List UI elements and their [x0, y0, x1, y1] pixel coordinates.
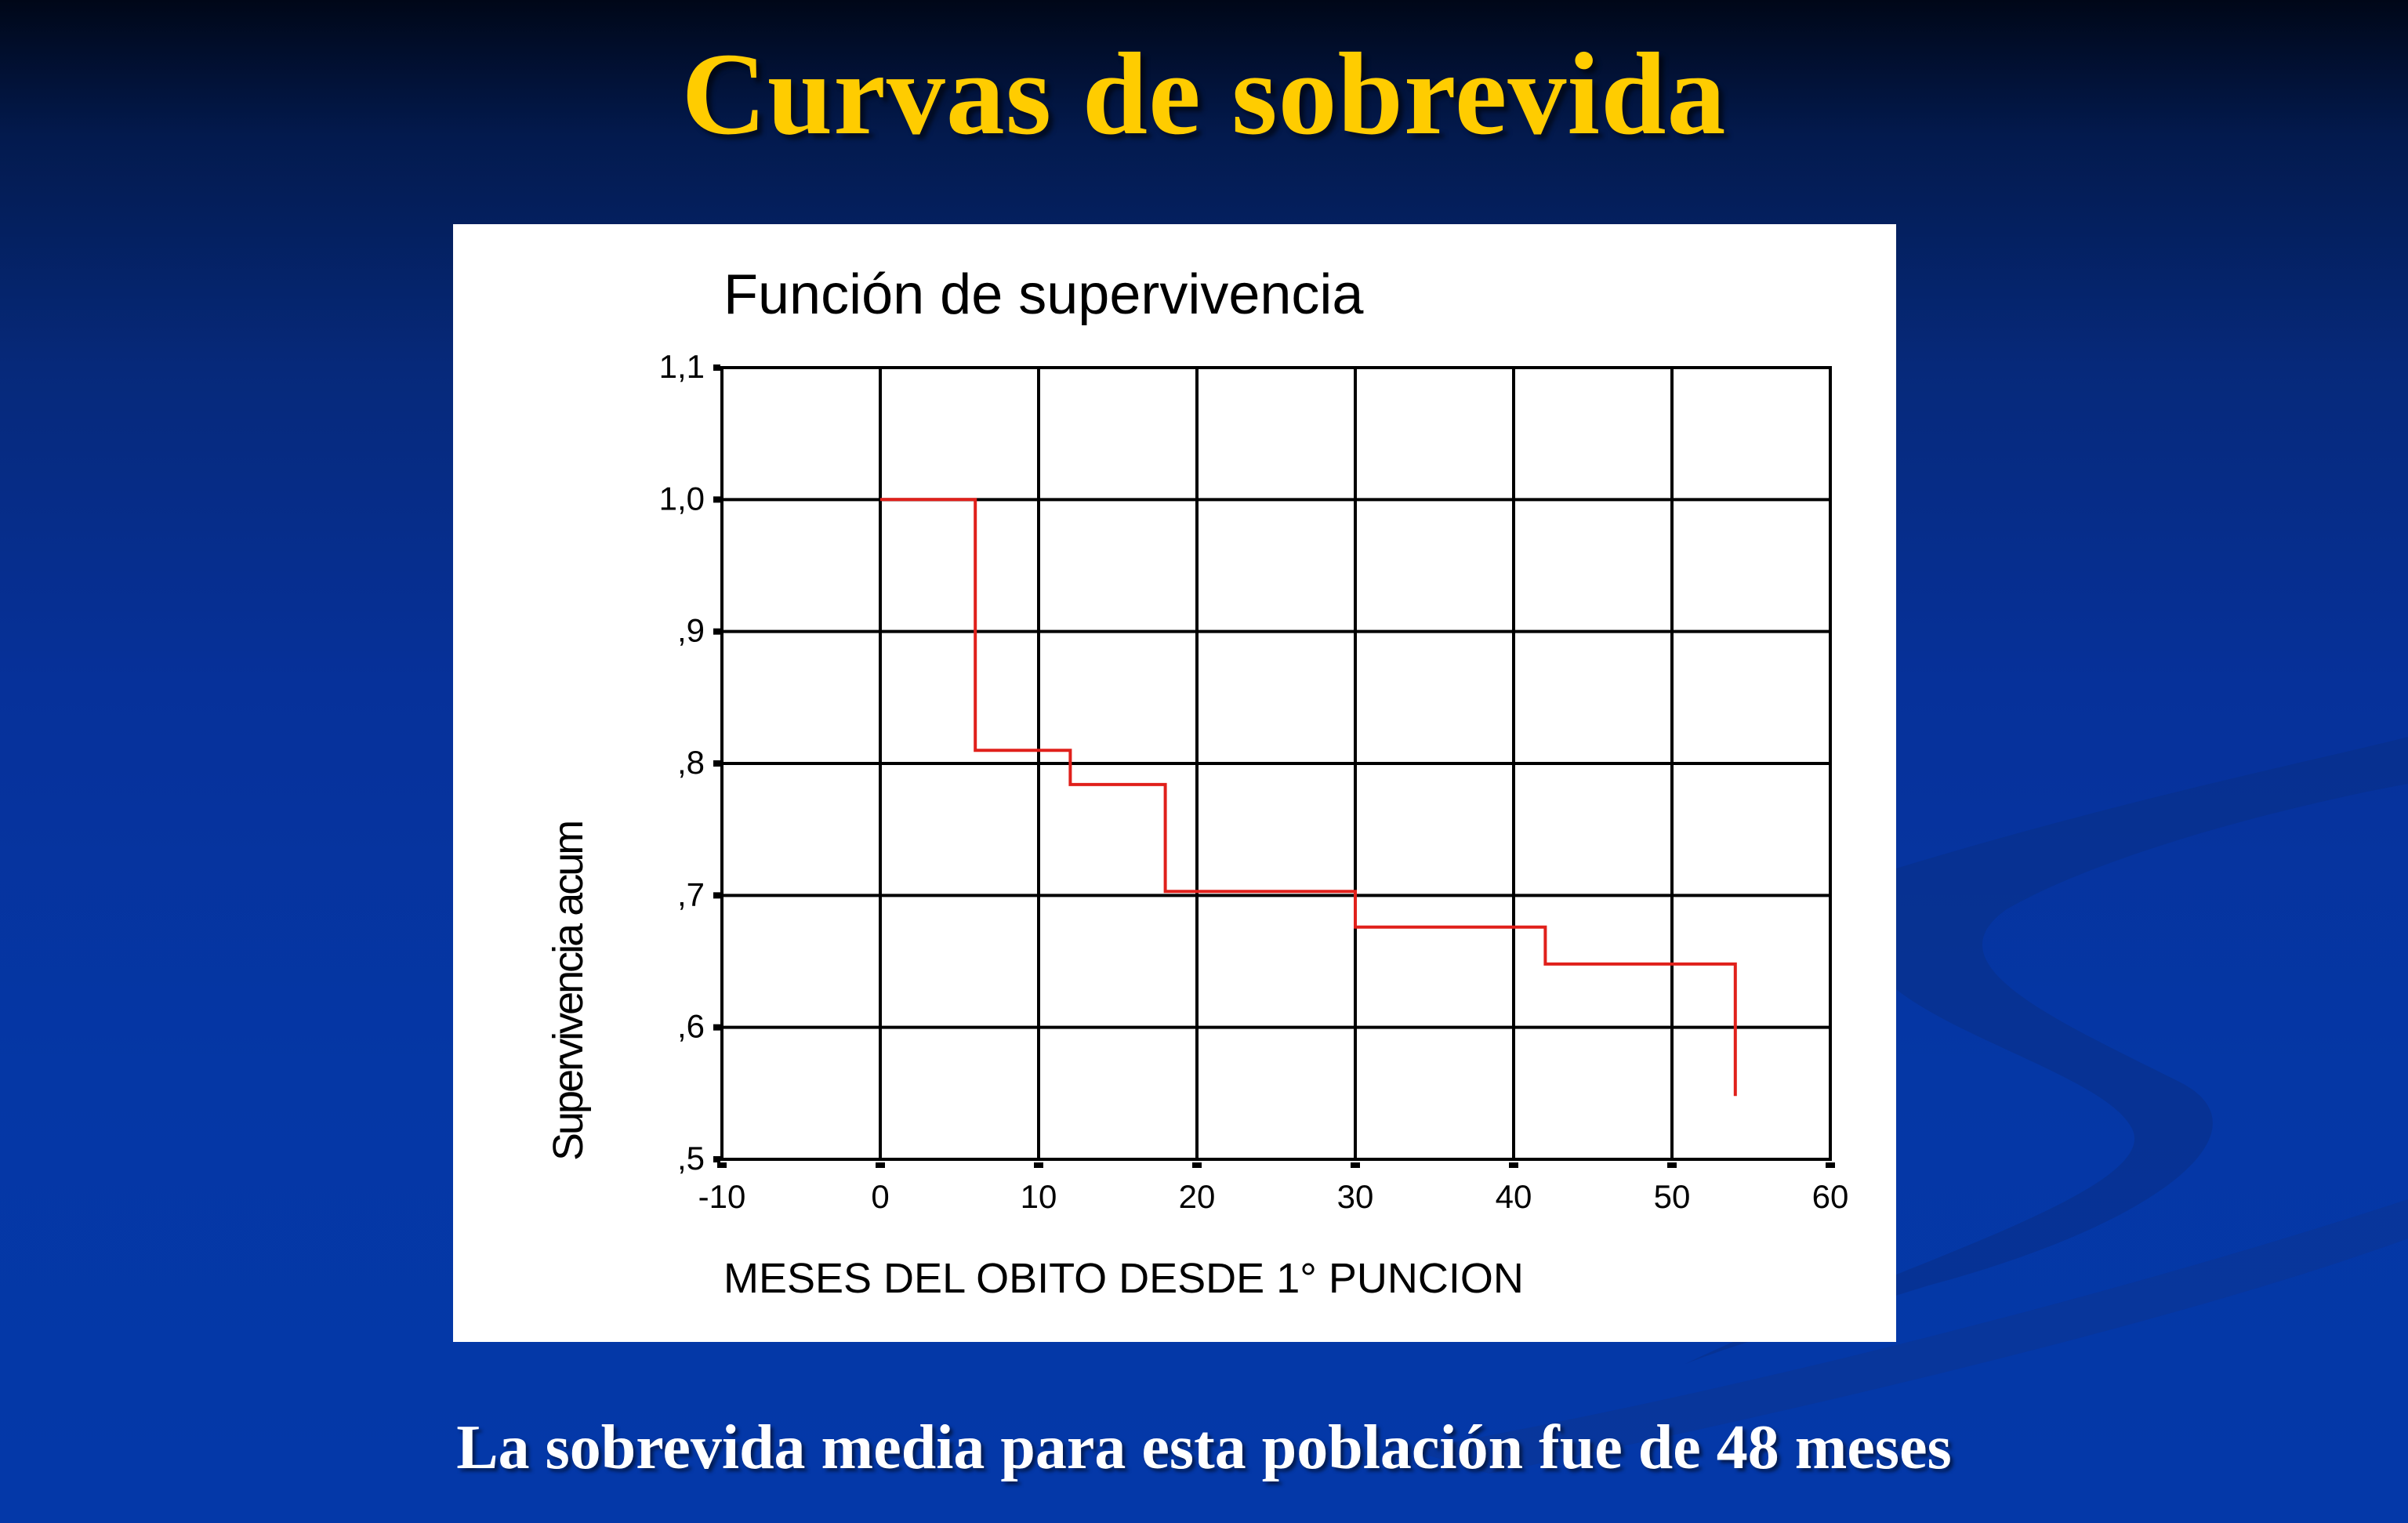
x-tick-label: 50: [1654, 1178, 1691, 1215]
x-tick-label: -10: [698, 1178, 746, 1215]
x-tick-mark: [876, 1162, 885, 1168]
y-tick-mark: [713, 1156, 720, 1162]
x-tick-label: 10: [1021, 1178, 1057, 1215]
x-tick-label: 20: [1179, 1178, 1216, 1215]
axes: [713, 364, 1835, 1168]
survival-chart: Función de supervivencia -10 0 10 20 30 40 50 6…: [545, 263, 1849, 1302]
y-tick-label: ,5: [677, 1140, 705, 1177]
chart-panel: Función de supervivencia -10 0 10 20 30 40 50 6…: [453, 224, 1896, 1342]
slide-title: Curvas de sobrevida: [681, 29, 1727, 159]
y-tick-label: ,9: [677, 612, 705, 649]
chart-title: Función de supervivencia: [723, 263, 1364, 326]
survival-series: [880, 498, 1737, 1097]
y-tick-mark: [713, 760, 720, 767]
y-tick-mark: [713, 892, 720, 899]
y-tick-mark: [713, 496, 720, 503]
x-tick-mark: [1667, 1162, 1677, 1168]
y-tick-label: ,6: [677, 1008, 705, 1045]
x-tick-mark: [1034, 1162, 1043, 1168]
x-tick-label: 60: [1812, 1178, 1849, 1215]
x-tick-mark: [1192, 1162, 1202, 1168]
x-tick-mark: [717, 1162, 727, 1168]
grid-lines: [720, 366, 1832, 1161]
y-tick-label: ,7: [677, 876, 705, 912]
x-tick-label: 40: [1496, 1178, 1532, 1215]
footer-summary: La sobrevida media para esta población f…: [456, 1413, 1952, 1482]
y-tick-label: ,8: [677, 744, 705, 781]
x-tick-mark: [1826, 1162, 1835, 1168]
y-tick-mark: [713, 364, 720, 371]
x-axis-label: MESES DEL OBITO DESDE 1° PUNCION: [723, 1255, 1524, 1302]
x-tick-label: 0: [871, 1178, 889, 1215]
tick-labels: -10 0 10 20 30 40 50 60 ,5 ,6 ,7 ,8 ,9 1,0 1,1: [659, 348, 1849, 1215]
y-tick-mark: [713, 1024, 720, 1031]
x-tick-label: 30: [1337, 1178, 1374, 1215]
y-tick-label: 1,1: [659, 348, 705, 385]
survival-step-line: [880, 498, 1737, 1097]
y-tick-mark: [713, 628, 720, 635]
y-axis-label: Supervivencia acum: [545, 822, 592, 1161]
y-tick-label: 1,0: [659, 480, 705, 517]
plot-frame: [720, 366, 1832, 1161]
x-tick-mark: [1351, 1162, 1360, 1168]
x-tick-mark: [1509, 1162, 1518, 1168]
